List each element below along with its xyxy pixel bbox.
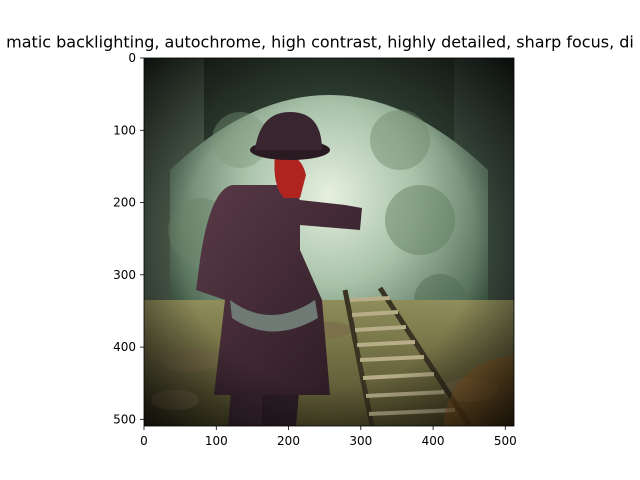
y-tick-marks — [140, 57, 144, 420]
x-tick-marks — [143, 426, 506, 430]
x-tick-label: 0 — [140, 434, 148, 448]
y-tick-label: 500 — [113, 412, 136, 426]
y-tick-label: 0 — [128, 51, 136, 65]
y-tick-label: 100 — [113, 123, 136, 137]
x-tick-label: 200 — [277, 434, 300, 448]
x-tick-label: 500 — [494, 434, 517, 448]
y-tick-label: 200 — [113, 196, 136, 210]
x-tick-label: 300 — [349, 434, 372, 448]
x-tick-label: 100 — [205, 434, 228, 448]
x-tick-label: 400 — [422, 434, 445, 448]
y-tick-label: 300 — [113, 268, 136, 282]
y-tick-label: 400 — [113, 340, 136, 354]
axes-frame — [143, 57, 515, 427]
photo — [144, 58, 514, 426]
figure-title: matic backlighting, autochrome, high con… — [6, 32, 634, 52]
